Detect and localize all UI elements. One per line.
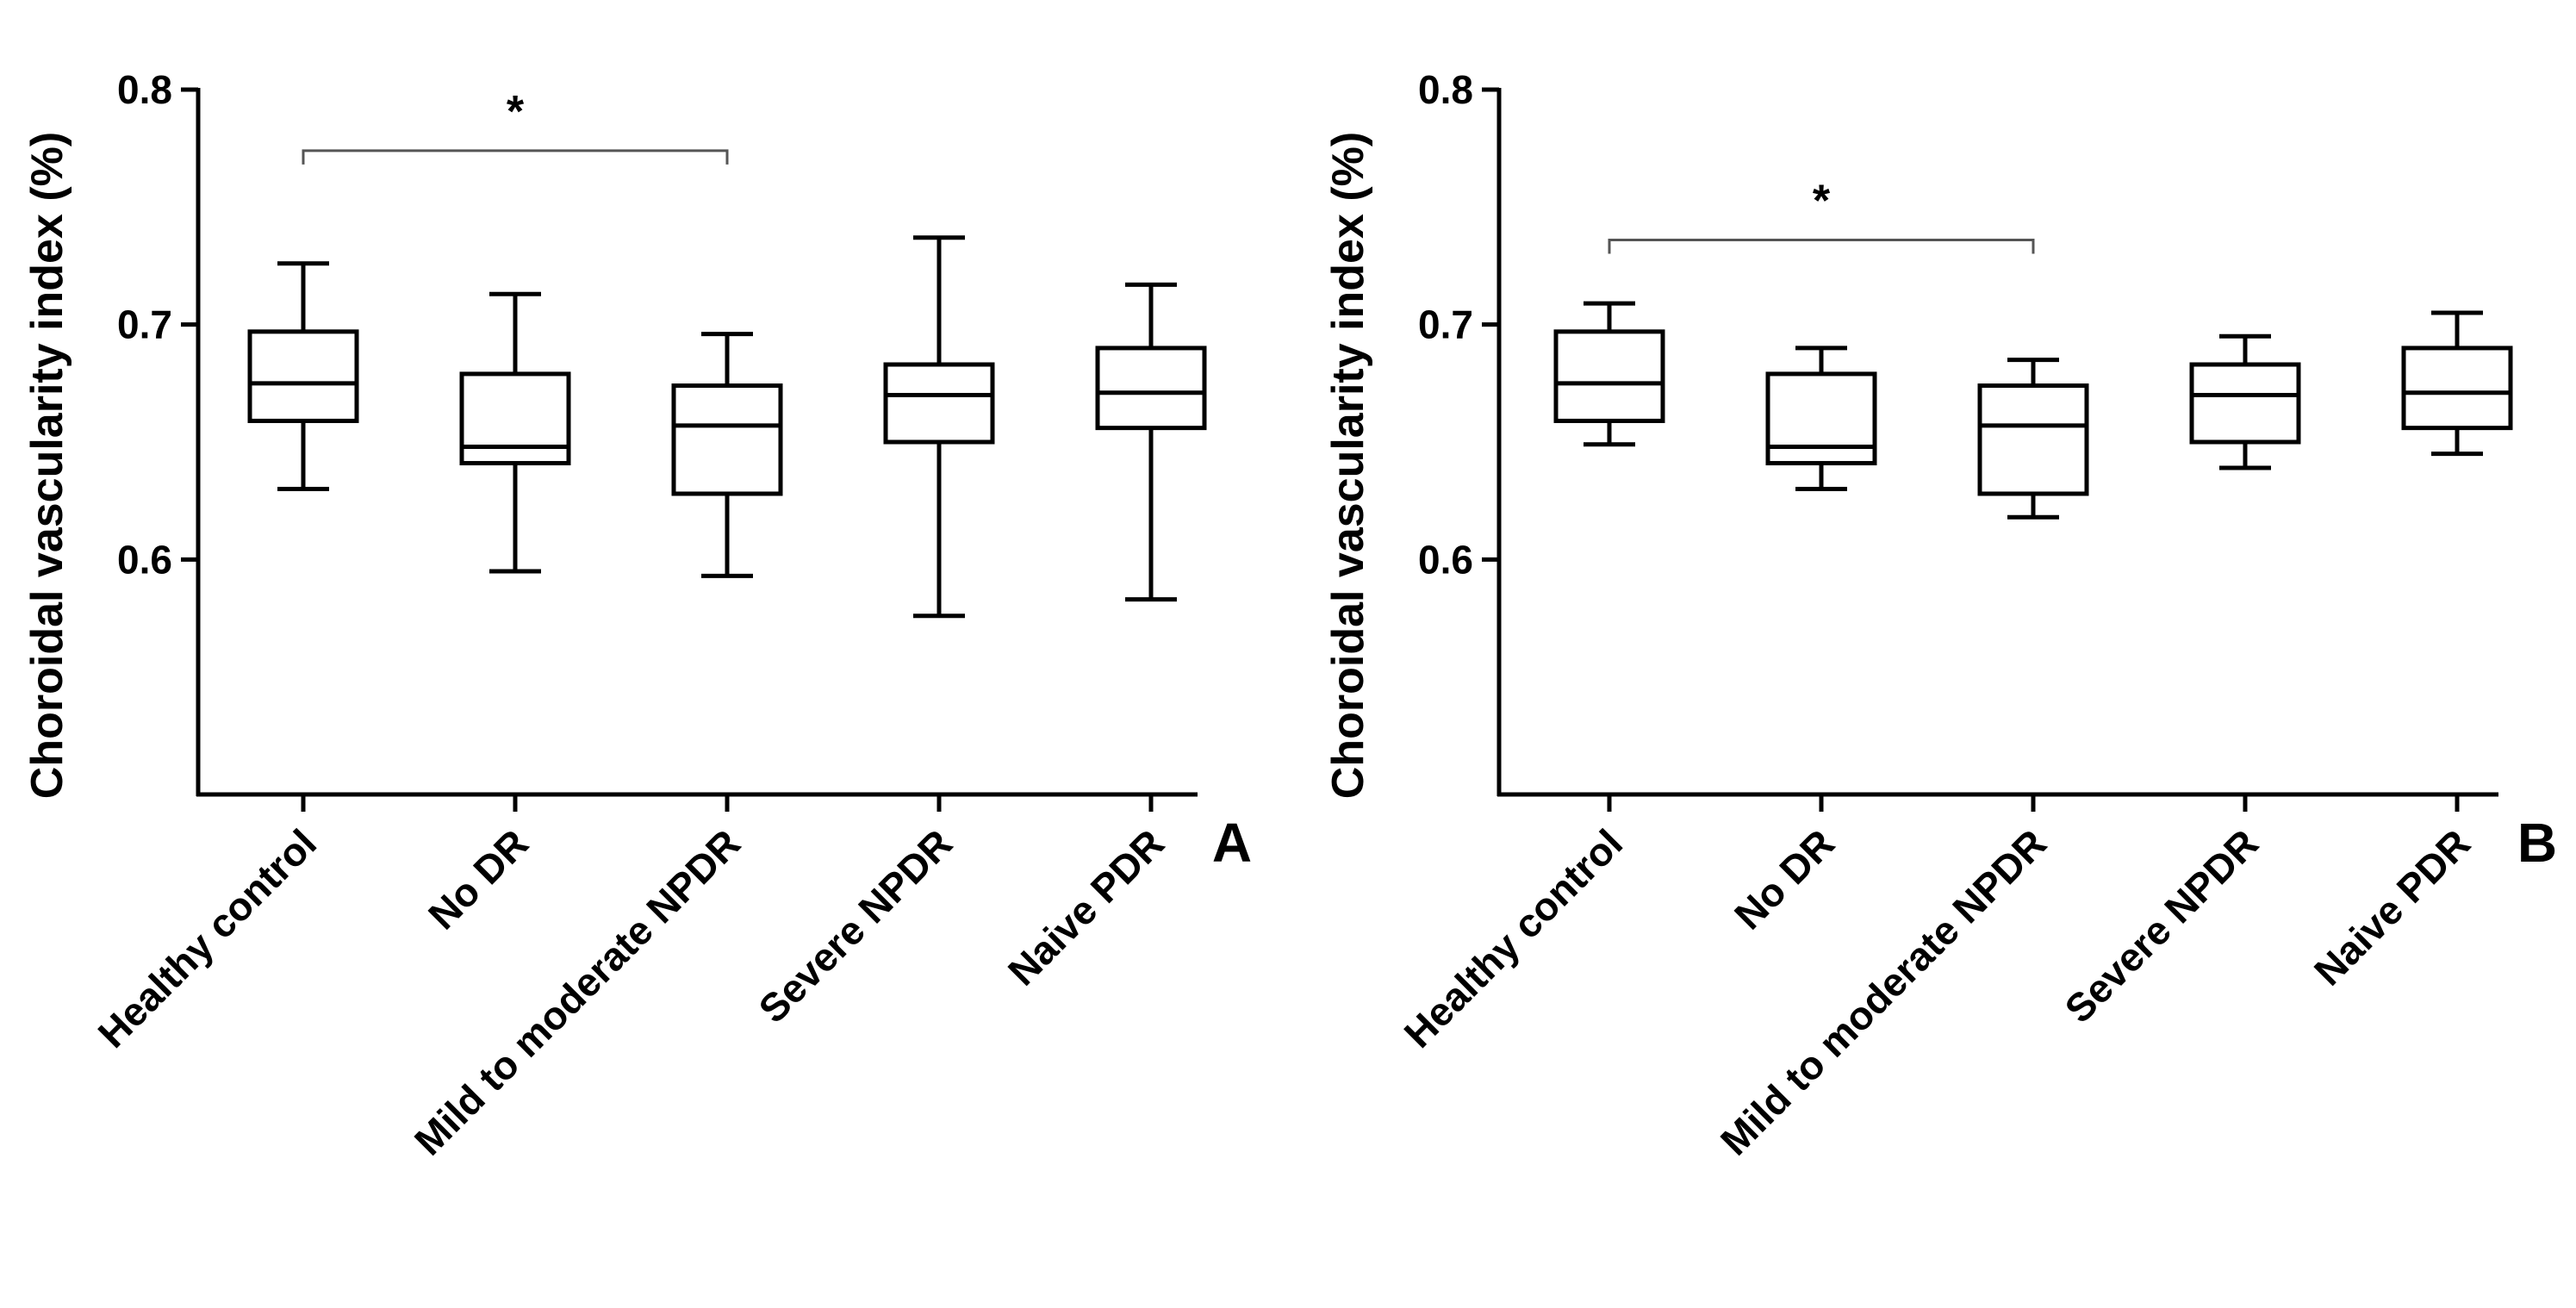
panel-label: A (1212, 812, 1252, 874)
category-label: Naive PDR (2305, 820, 2479, 993)
iqr-box (2189, 362, 2301, 445)
significance-bracket: * (302, 87, 729, 165)
bracket-line (1608, 239, 2035, 254)
y-tick-label: 0.8 (117, 67, 172, 112)
y-axis-title: Choroidal vascularity index (%) (22, 132, 72, 799)
y-axis-title: Choroidal vascularity index (%) (1323, 132, 1373, 799)
category-label: No DR (420, 820, 537, 937)
iqr-box (671, 383, 783, 496)
panel-b: 0.6 0.7 0.8 Choroidal vascularity index (%)… (1323, 67, 2557, 1164)
category-label: Healthy control (1396, 820, 1632, 1056)
bracket-line (302, 149, 729, 165)
y-tick-label: 0.6 (1418, 537, 1473, 582)
significance-bracket: * (1608, 177, 2035, 254)
category-label: No DR (1726, 820, 1843, 937)
y-tick-label: 0.8 (1418, 67, 1473, 112)
box-group (1553, 301, 1665, 447)
category-label: Severe NPDR (2056, 820, 2267, 1031)
box-group (247, 261, 359, 492)
significance-star: * (1813, 177, 1831, 227)
box-group (2189, 333, 2301, 470)
category-label: Severe NPDR (750, 820, 961, 1031)
iqr-box (247, 329, 359, 423)
box-group (1765, 346, 1877, 492)
iqr-box (1095, 346, 1207, 431)
iqr-box (459, 371, 571, 466)
iqr-box (2401, 346, 2513, 431)
panel-label: B (2517, 812, 2557, 874)
category-label: Naive PDR (999, 820, 1173, 993)
box-group (1977, 358, 2089, 520)
box-group (2401, 310, 2513, 457)
box-group (883, 235, 995, 619)
iqr-box (1765, 371, 1877, 466)
iqr-box (1553, 329, 1665, 423)
category-label: Healthy control (90, 820, 326, 1056)
iqr-box (1977, 383, 2089, 496)
iqr-box (883, 362, 995, 445)
significance-star: * (507, 87, 525, 137)
box-group (459, 291, 571, 574)
box-group (671, 332, 783, 578)
box-group (1095, 282, 1207, 602)
y-tick-label: 0.6 (117, 537, 172, 582)
y-tick-label: 0.7 (1418, 302, 1473, 347)
y-tick-label: 0.7 (117, 302, 172, 347)
panel-a: 0.6 0.7 0.8 Choroidal vascularity index (%)… (22, 67, 1252, 1164)
